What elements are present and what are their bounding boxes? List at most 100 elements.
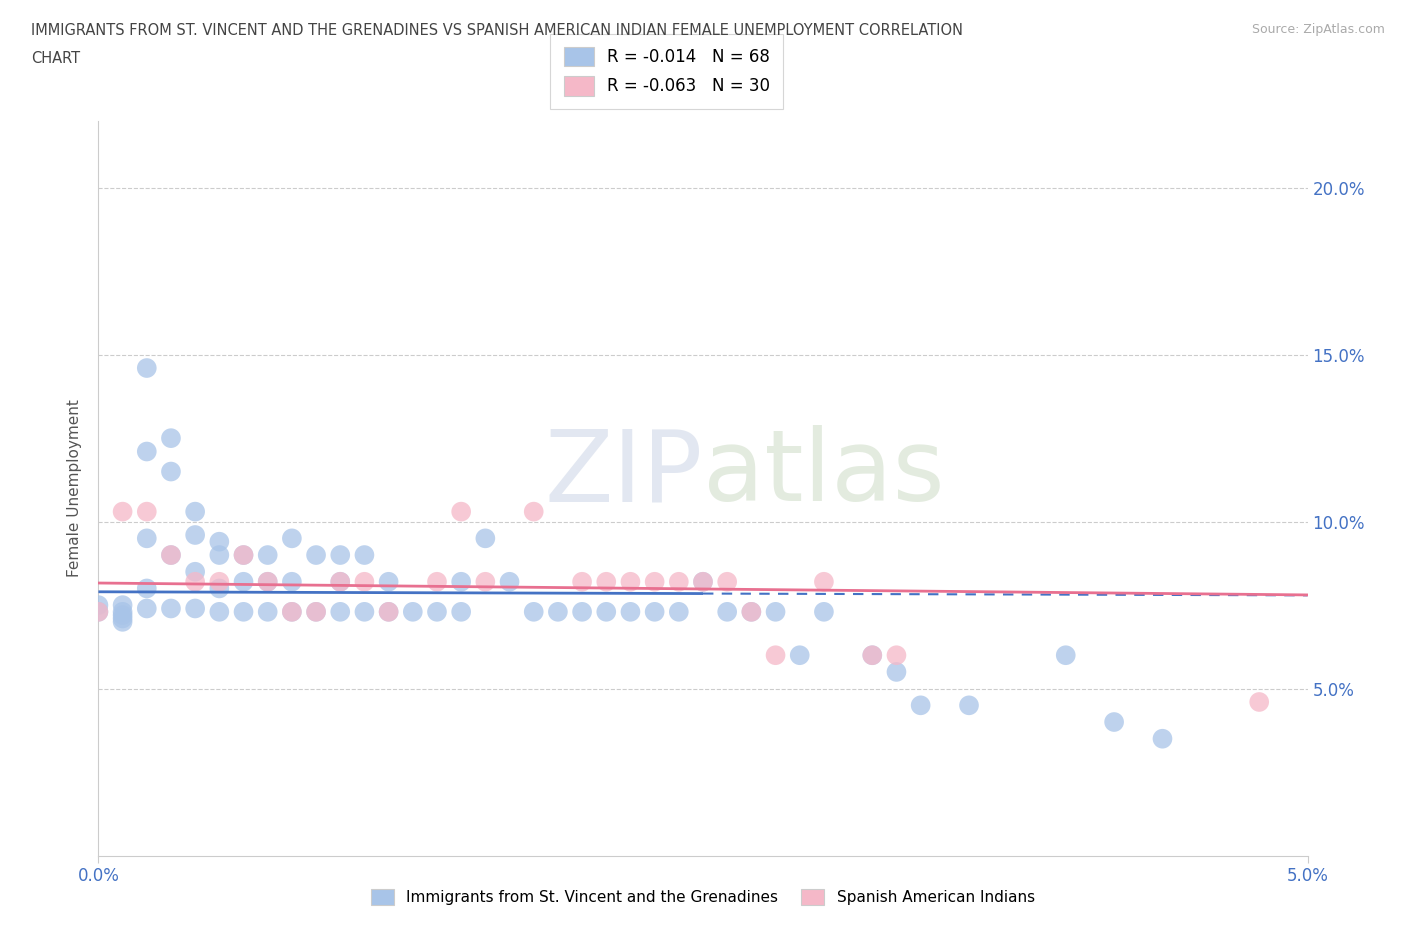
Point: [329, 575, 352, 590]
Point: [208, 581, 231, 596]
Point: [716, 604, 738, 619]
Point: [860, 648, 883, 663]
Point: [87, 604, 110, 619]
Point: [329, 604, 352, 619]
Point: [208, 575, 231, 590]
Point: [281, 531, 304, 546]
Point: [111, 504, 134, 519]
Point: [256, 604, 278, 619]
Point: [426, 604, 449, 619]
Point: [1054, 648, 1077, 663]
Point: [813, 575, 835, 590]
Point: [305, 604, 328, 619]
Point: [208, 534, 231, 549]
Point: [111, 607, 134, 622]
Point: [232, 575, 254, 590]
Point: [595, 604, 617, 619]
Point: [135, 361, 157, 376]
Point: [450, 575, 472, 590]
Point: [1249, 695, 1271, 710]
Point: [184, 575, 207, 590]
Point: [377, 604, 399, 619]
Point: [740, 604, 762, 619]
Point: [135, 504, 157, 519]
Point: [329, 548, 352, 563]
Point: [305, 548, 328, 563]
Point: [450, 504, 472, 519]
Point: [789, 648, 811, 663]
Point: [716, 575, 738, 590]
Point: [765, 604, 787, 619]
Point: [184, 527, 207, 542]
Point: [111, 598, 134, 613]
Point: [450, 604, 472, 619]
Point: [256, 548, 278, 563]
Point: [377, 575, 399, 590]
Point: [160, 601, 183, 616]
Point: [184, 504, 207, 519]
Point: [353, 548, 375, 563]
Point: [184, 601, 207, 616]
Point: [910, 698, 932, 712]
Point: [619, 575, 641, 590]
Point: [87, 604, 110, 619]
Point: [160, 548, 183, 563]
Point: [426, 575, 449, 590]
Point: [281, 604, 304, 619]
Legend: R = -0.014   N = 68, R = -0.063   N = 30: R = -0.014 N = 68, R = -0.063 N = 30: [550, 33, 783, 109]
Text: Source: ZipAtlas.com: Source: ZipAtlas.com: [1251, 23, 1385, 36]
Point: [644, 575, 666, 590]
Point: [813, 604, 835, 619]
Point: [668, 604, 690, 619]
Point: [305, 604, 328, 619]
Point: [523, 604, 546, 619]
Point: [281, 604, 304, 619]
Point: [571, 604, 593, 619]
Point: [135, 601, 157, 616]
Point: [160, 548, 183, 563]
Point: [111, 604, 134, 619]
Point: [135, 581, 157, 596]
Point: [184, 565, 207, 579]
Point: [402, 604, 425, 619]
Point: [860, 648, 883, 663]
Text: IMMIGRANTS FROM ST. VINCENT AND THE GRENADINES VS SPANISH AMERICAN INDIAN FEMALE: IMMIGRANTS FROM ST. VINCENT AND THE GREN…: [31, 23, 963, 38]
Point: [256, 575, 278, 590]
Point: [498, 575, 520, 590]
Point: [619, 604, 641, 619]
Point: [595, 575, 617, 590]
Point: [111, 611, 134, 626]
Point: [353, 604, 375, 619]
Point: [571, 575, 593, 590]
Text: atlas: atlas: [703, 425, 945, 522]
Point: [232, 548, 254, 563]
Point: [886, 648, 908, 663]
Point: [329, 575, 352, 590]
Point: [1102, 714, 1125, 729]
Point: [740, 604, 762, 619]
Point: [957, 698, 980, 712]
Legend: Immigrants from St. Vincent and the Grenadines, Spanish American Indians: Immigrants from St. Vincent and the Gren…: [364, 882, 1042, 913]
Point: [232, 604, 254, 619]
Point: [232, 548, 254, 563]
Text: ZIP: ZIP: [544, 425, 703, 522]
Point: [377, 604, 399, 619]
Point: [765, 648, 787, 663]
Point: [87, 598, 110, 613]
Point: [523, 504, 546, 519]
Point: [160, 464, 183, 479]
Point: [111, 615, 134, 630]
Point: [135, 531, 157, 546]
Point: [1152, 731, 1174, 746]
Point: [474, 575, 496, 590]
Point: [208, 548, 231, 563]
Point: [281, 575, 304, 590]
Point: [208, 604, 231, 619]
Point: [353, 575, 375, 590]
Point: [886, 664, 908, 679]
Point: [160, 431, 183, 445]
Point: [547, 604, 569, 619]
Point: [668, 575, 690, 590]
Y-axis label: Female Unemployment: Female Unemployment: [67, 399, 83, 578]
Point: [474, 531, 496, 546]
